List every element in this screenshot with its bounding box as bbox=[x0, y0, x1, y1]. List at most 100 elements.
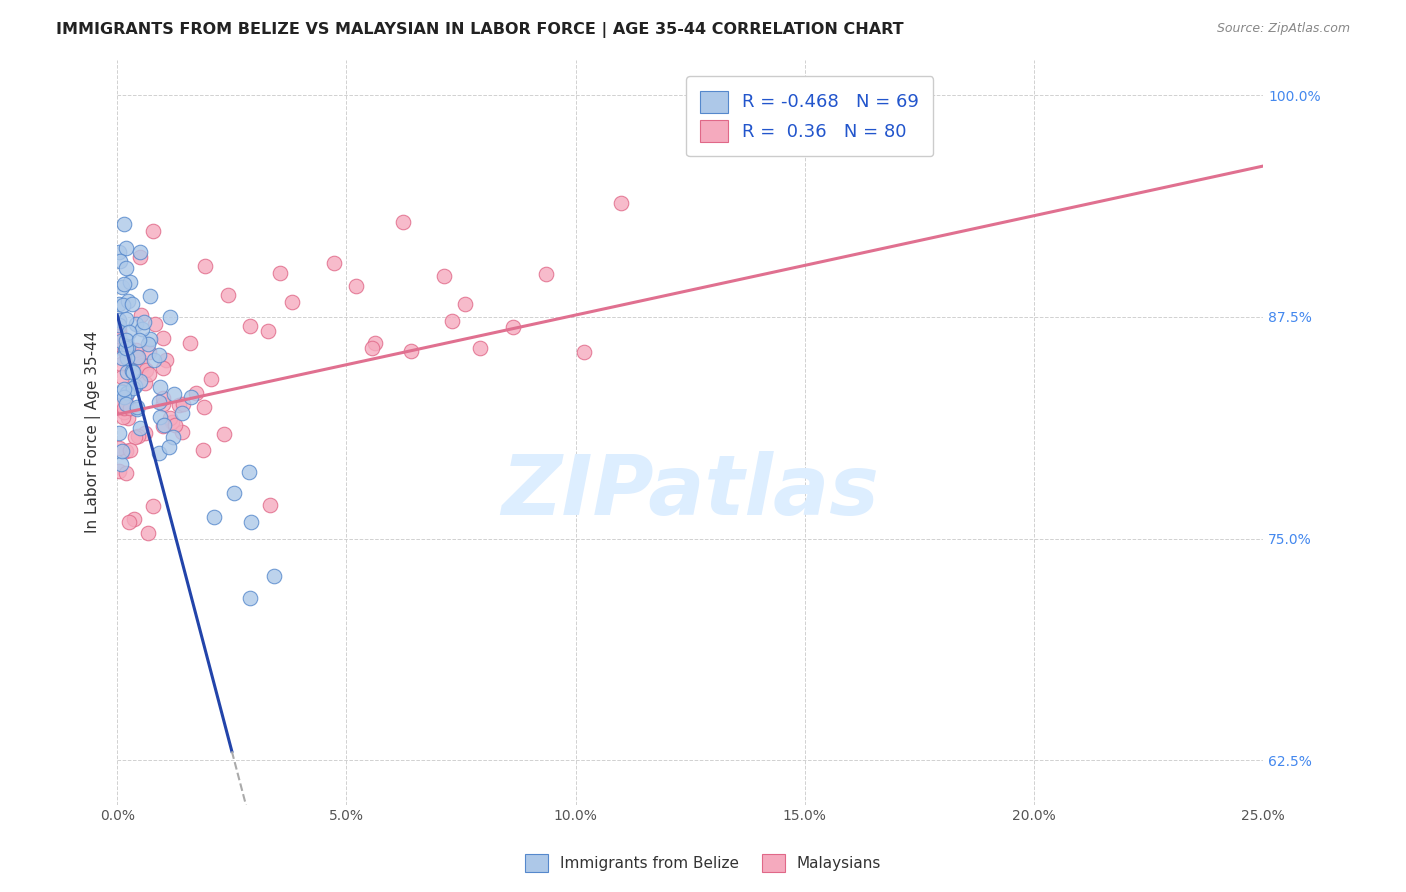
Point bbox=[148, 347, 170, 361]
Point bbox=[139, 289, 162, 303]
Point bbox=[159, 310, 181, 325]
Point bbox=[111, 280, 134, 294]
Point bbox=[107, 326, 129, 340]
Point bbox=[107, 334, 129, 349]
Point bbox=[125, 343, 148, 357]
Point bbox=[239, 318, 262, 333]
Point bbox=[114, 260, 136, 275]
Point bbox=[323, 255, 346, 269]
Point bbox=[110, 334, 132, 349]
Point bbox=[217, 287, 239, 301]
Point bbox=[163, 387, 186, 401]
Point bbox=[107, 245, 129, 260]
Y-axis label: In Labor Force | Age 35-44: In Labor Force | Age 35-44 bbox=[86, 331, 101, 533]
Point bbox=[124, 512, 146, 526]
Point bbox=[148, 395, 170, 409]
Point bbox=[135, 363, 157, 377]
Point bbox=[124, 430, 146, 444]
Point bbox=[120, 401, 142, 415]
Text: IMMIGRANTS FROM BELIZE VS MALAYSIAN IN LABOR FORCE | AGE 35-44 CORRELATION CHART: IMMIGRANTS FROM BELIZE VS MALAYSIAN IN L… bbox=[56, 22, 904, 38]
Point bbox=[432, 268, 454, 283]
Point bbox=[117, 293, 139, 308]
Point bbox=[118, 325, 141, 339]
Point bbox=[115, 397, 138, 411]
Point bbox=[163, 417, 186, 432]
Point bbox=[114, 341, 136, 355]
Point bbox=[111, 444, 134, 458]
Point bbox=[112, 390, 135, 404]
Point bbox=[110, 384, 132, 399]
Point bbox=[107, 441, 129, 455]
Point bbox=[128, 245, 150, 260]
Point bbox=[107, 322, 129, 336]
Point bbox=[134, 425, 156, 440]
Point bbox=[138, 336, 160, 351]
Legend: R = -0.468   N = 69, R =  0.36   N = 80: R = -0.468 N = 69, R = 0.36 N = 80 bbox=[686, 76, 934, 156]
Point bbox=[114, 343, 136, 357]
Point bbox=[127, 429, 149, 443]
Point bbox=[162, 430, 184, 444]
Point bbox=[364, 335, 387, 350]
Point bbox=[257, 324, 280, 338]
Point bbox=[115, 466, 138, 480]
Point bbox=[111, 351, 134, 366]
Point bbox=[454, 297, 477, 311]
Point bbox=[259, 498, 281, 512]
Legend: Immigrants from Belize, Malaysians: Immigrants from Belize, Malaysians bbox=[517, 846, 889, 880]
Point bbox=[149, 409, 172, 424]
Point bbox=[136, 526, 159, 541]
Point bbox=[160, 415, 183, 429]
Point bbox=[170, 406, 193, 420]
Point bbox=[392, 215, 415, 229]
Point bbox=[107, 312, 129, 326]
Point bbox=[107, 329, 129, 343]
Point bbox=[148, 445, 170, 459]
Point bbox=[118, 515, 141, 529]
Point bbox=[139, 332, 162, 346]
Point bbox=[115, 312, 138, 326]
Point bbox=[118, 443, 141, 458]
Point bbox=[172, 397, 194, 411]
Point bbox=[107, 297, 129, 311]
Point bbox=[110, 254, 132, 268]
Point bbox=[239, 591, 262, 606]
Point bbox=[131, 358, 153, 372]
Point bbox=[143, 353, 166, 368]
Point bbox=[143, 318, 166, 332]
Point bbox=[179, 335, 201, 350]
Point bbox=[138, 345, 160, 359]
Point bbox=[112, 401, 135, 415]
Point bbox=[114, 339, 136, 353]
Point bbox=[117, 365, 139, 379]
Point bbox=[112, 405, 135, 419]
Point bbox=[112, 382, 135, 396]
Point bbox=[114, 345, 136, 359]
Point bbox=[263, 568, 285, 582]
Point bbox=[129, 421, 152, 435]
Point bbox=[117, 340, 139, 354]
Point bbox=[129, 250, 152, 264]
Text: Source: ZipAtlas.com: Source: ZipAtlas.com bbox=[1216, 22, 1350, 36]
Point bbox=[115, 389, 138, 403]
Point bbox=[110, 357, 132, 371]
Point bbox=[115, 351, 138, 366]
Point bbox=[155, 352, 177, 367]
Point bbox=[724, 126, 747, 140]
Point bbox=[536, 267, 558, 281]
Point bbox=[152, 397, 174, 411]
Point bbox=[180, 390, 202, 404]
Point bbox=[142, 499, 165, 513]
Point bbox=[108, 318, 131, 332]
Point bbox=[128, 374, 150, 388]
Point bbox=[441, 314, 464, 328]
Point bbox=[222, 485, 245, 500]
Point bbox=[125, 350, 148, 364]
Point bbox=[574, 345, 596, 359]
Point bbox=[344, 278, 367, 293]
Text: ZIPatlas: ZIPatlas bbox=[502, 451, 879, 533]
Point bbox=[121, 364, 143, 378]
Point bbox=[111, 369, 134, 384]
Point bbox=[191, 442, 214, 457]
Point bbox=[142, 224, 165, 238]
Point bbox=[115, 333, 138, 347]
